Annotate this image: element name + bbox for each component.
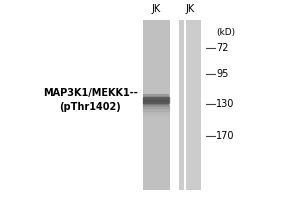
Text: 130: 130 xyxy=(216,99,234,109)
Text: 72: 72 xyxy=(216,43,229,53)
Text: JK: JK xyxy=(152,4,160,14)
Text: 170: 170 xyxy=(216,131,235,141)
Text: 95: 95 xyxy=(216,69,228,79)
Bar xyxy=(178,20,201,190)
Text: JK: JK xyxy=(185,4,194,14)
Text: (pThr1402): (pThr1402) xyxy=(59,102,121,112)
Bar xyxy=(142,20,170,190)
Text: (kD): (kD) xyxy=(216,27,235,36)
Text: MAP3K1/MEKK1--: MAP3K1/MEKK1-- xyxy=(43,88,137,98)
